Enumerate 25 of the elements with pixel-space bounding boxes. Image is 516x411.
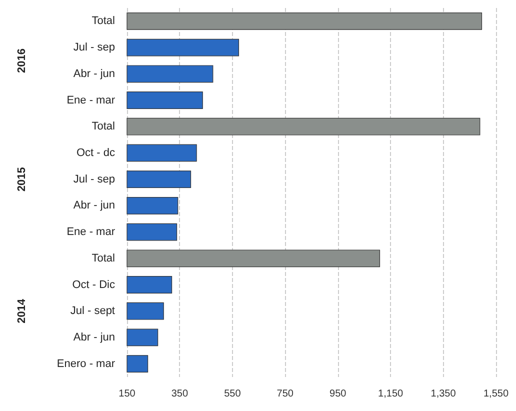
y-tick-label: Oct - Dic xyxy=(72,278,116,291)
y-tick-label: Abr - jun xyxy=(73,331,115,344)
y-tick-label: Abr - jun xyxy=(73,200,115,212)
text: 2014 xyxy=(16,298,28,324)
x-tick-label: 750 xyxy=(276,388,294,400)
y-tick-label: Total xyxy=(92,120,115,133)
y-tick-label: Jul - sep xyxy=(73,173,115,186)
y-tick-label: Ene - mar xyxy=(66,94,116,106)
y-tick-label: Jul - sep xyxy=(73,42,115,54)
x-tick-label: 1,150 xyxy=(378,388,404,400)
y-tick-label: Total xyxy=(92,15,115,28)
x-tick-label: 150 xyxy=(118,388,136,400)
text: 2016 xyxy=(16,48,28,73)
x-tick-label: 550 xyxy=(224,388,242,400)
text: 2015 xyxy=(16,167,28,192)
x-tick-label: 1,350 xyxy=(430,388,456,400)
x-tick-label: 950 xyxy=(330,388,347,400)
y-tick-label: Total xyxy=(92,252,115,264)
y-tick-label: Abr - jun xyxy=(73,68,115,80)
x-tick-label: 1,550 xyxy=(483,388,509,400)
y-tick-label: Oct - dc xyxy=(76,146,116,159)
y-tick-label: Ene - mar xyxy=(66,226,116,238)
y-tick-label: Jul - sept xyxy=(70,305,115,318)
y-tick-label: Enero - mar xyxy=(56,358,116,370)
x-tick-label: 350 xyxy=(171,388,188,400)
